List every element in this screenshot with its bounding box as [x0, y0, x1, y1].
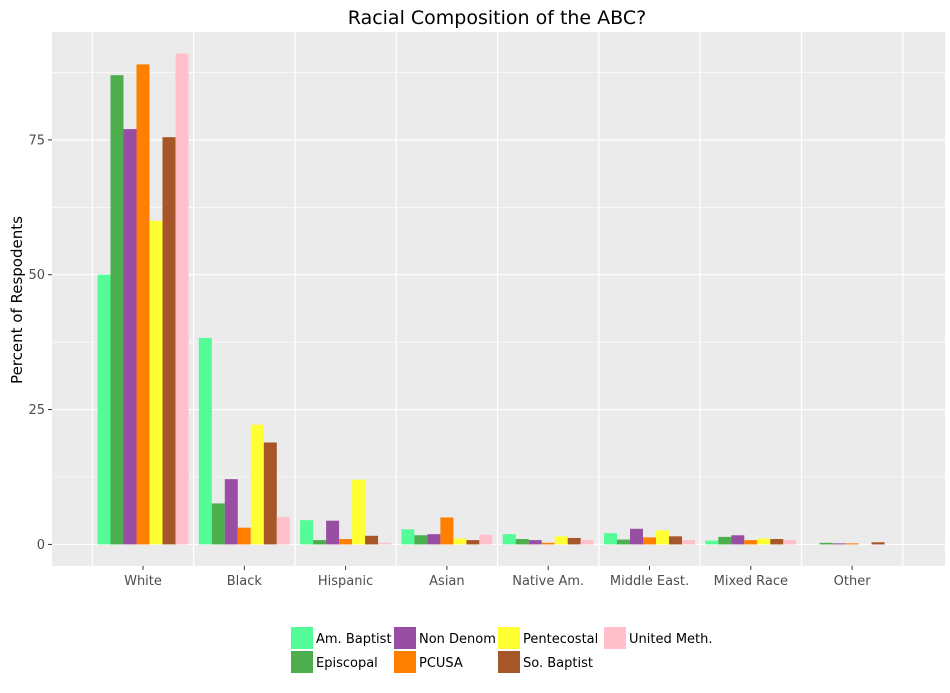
- bar-pentecostal-mixed-race: [757, 538, 771, 545]
- bar-pentecostal-white: [149, 220, 163, 545]
- bar-pcusa-white: [136, 64, 150, 545]
- bar-united-meth-native-am: [580, 540, 594, 545]
- bar-episcopal-asian: [414, 535, 428, 545]
- bar-pcusa-hispanic: [339, 539, 353, 545]
- bar-non-denom-native-am: [528, 540, 542, 545]
- bar-pentecostal-asian: [453, 538, 467, 545]
- bar-am-baptist-middle-east: [604, 533, 617, 545]
- legend-label: So. Baptist: [523, 656, 593, 671]
- legend-key: [394, 627, 416, 649]
- bar-pcusa-asian: [440, 517, 454, 545]
- legend-label: Episcopal: [316, 656, 378, 671]
- bar-pcusa-other: [845, 543, 859, 545]
- x-tick-label: Native Am.: [512, 574, 584, 589]
- bar-united-meth-mixed-race: [783, 540, 797, 545]
- bar-non-denom-black: [224, 479, 238, 545]
- bar-non-denom-middle-east: [630, 528, 643, 545]
- bar-united-meth-white: [175, 53, 189, 545]
- bar-episcopal-other: [819, 542, 833, 545]
- bar-episcopal-mixed-race: [718, 536, 732, 545]
- bar-episcopal-white: [110, 75, 124, 545]
- bar-am-baptist-native-am: [502, 534, 516, 545]
- bar-pentecostal-middle-east: [656, 530, 669, 545]
- bar-so-baptist-other: [871, 542, 885, 545]
- x-tick-label: Hispanic: [318, 574, 373, 589]
- bar-united-meth-hispanic: [378, 542, 392, 545]
- bar-episcopal-native-am: [515, 539, 529, 545]
- legend-label: Am. Baptist: [316, 632, 392, 647]
- axis-ticks: 0 25 50 75 White Black Hispanic Asian Native Am.…: [28, 133, 871, 589]
- bar-so-baptist-hispanic: [365, 535, 379, 545]
- legend: Am. Baptist Episcopal Non Denom PCUSA Pentec…: [291, 627, 713, 673]
- y-tick-label: 0: [37, 538, 45, 553]
- bar-non-denom-white: [123, 129, 137, 545]
- bar-so-baptist-asian: [466, 540, 480, 545]
- legend-label: PCUSA: [419, 656, 463, 671]
- grid-lines: [52, 32, 945, 566]
- bar-am-baptist-asian: [401, 529, 415, 545]
- x-tick-label: Black: [227, 574, 263, 589]
- legend-key: [498, 627, 520, 649]
- bar-pcusa-middle-east: [643, 537, 656, 545]
- bar-episcopal-hispanic: [313, 540, 327, 545]
- bar-united-meth-asian: [479, 534, 493, 545]
- legend-label: Pentecostal: [523, 632, 598, 647]
- bar-am-baptist-mixed-race: [705, 540, 719, 545]
- x-tick-label: Other: [834, 574, 872, 589]
- y-tick-label: 75: [28, 133, 45, 148]
- x-tick-label: Middle East.: [610, 574, 689, 589]
- chart-title: Racial Composition of the ABC?: [348, 7, 646, 29]
- bar-so-baptist-black: [263, 442, 277, 545]
- bar-united-meth-middle-east: [682, 540, 695, 545]
- y-tick-label: 25: [28, 403, 45, 418]
- bar-non-denom-asian: [427, 534, 441, 545]
- bar-am-baptist-hispanic: [300, 520, 314, 545]
- y-axis-title: Percent of Respodents: [8, 216, 26, 384]
- bar-pcusa-native-am: [541, 542, 555, 545]
- bar-pcusa-black: [237, 527, 251, 545]
- bar-episcopal-black: [211, 503, 225, 545]
- bar-pentecostal-native-am: [554, 536, 568, 545]
- legend-key: [394, 651, 416, 673]
- bar-am-baptist-white: [97, 274, 111, 545]
- bar-so-baptist-native-am: [567, 537, 581, 545]
- bars: [97, 53, 885, 545]
- y-tick-label: 50: [28, 268, 45, 283]
- bar-episcopal-middle-east: [617, 539, 630, 545]
- bar-non-denom-other: [832, 543, 846, 545]
- bar-am-baptist-black: [198, 337, 212, 545]
- bar-non-denom-mixed-race: [731, 535, 745, 545]
- bar-pcusa-mixed-race: [744, 540, 758, 545]
- x-tick-label: Mixed Race: [714, 574, 788, 589]
- bar-so-baptist-white: [162, 137, 176, 545]
- legend-key: [291, 627, 313, 649]
- bar-so-baptist-middle-east: [669, 536, 682, 545]
- legend-key: [604, 627, 626, 649]
- x-tick-label: White: [124, 574, 162, 589]
- bar-united-meth-black: [276, 516, 290, 545]
- bar-pentecostal-hispanic: [352, 479, 366, 545]
- bar-non-denom-hispanic: [326, 520, 340, 545]
- legend-key: [498, 651, 520, 673]
- bar-pentecostal-black: [250, 424, 264, 545]
- x-tick-label: Asian: [429, 574, 464, 589]
- legend-label: Non Denom: [419, 632, 496, 647]
- bar-so-baptist-mixed-race: [770, 539, 784, 545]
- legend-key: [291, 651, 313, 673]
- legend-label: United Meth.: [629, 632, 713, 647]
